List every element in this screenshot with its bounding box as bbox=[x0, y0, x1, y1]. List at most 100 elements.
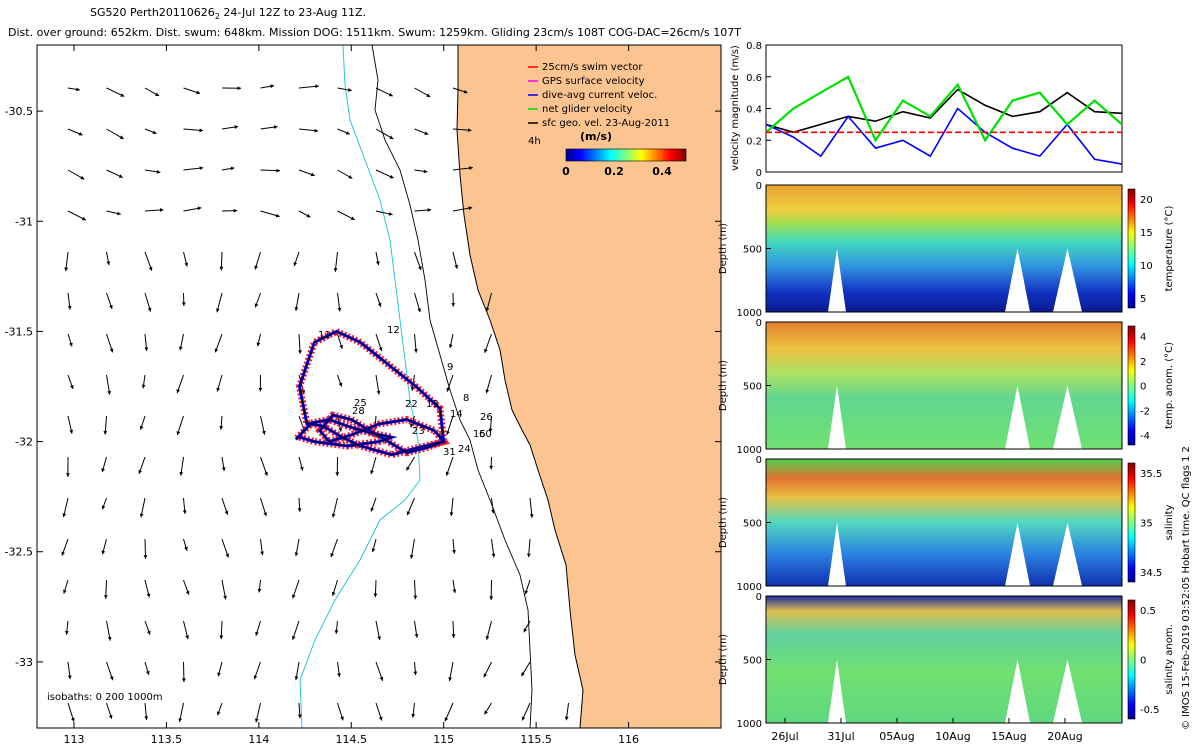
track-label: 24 bbox=[458, 444, 471, 455]
geo-vector-head bbox=[119, 135, 124, 139]
date-tick-label: 05Aug bbox=[879, 730, 914, 743]
geo-vector-head bbox=[485, 389, 490, 394]
track-label: 8 bbox=[463, 393, 469, 404]
colorbar-tick-label: 34.5 bbox=[1140, 568, 1162, 579]
colorbar-label: temp. anom. (°C) bbox=[1164, 342, 1175, 429]
geo-vector-head bbox=[485, 635, 490, 640]
geo-vector-head bbox=[143, 555, 148, 559]
geo-vector-head bbox=[452, 550, 456, 554]
velocity-series-line bbox=[765, 107, 1123, 165]
depth-tick-label: 1000 bbox=[737, 582, 762, 593]
geo-vector-head bbox=[64, 630, 69, 635]
geo-vector-head bbox=[345, 131, 350, 135]
lat-tick-label: -32 bbox=[15, 436, 33, 449]
colorbar-tick-label: 4 bbox=[1140, 332, 1146, 343]
lon-tick-label: 113 bbox=[63, 733, 84, 746]
geo-vector-head bbox=[147, 307, 152, 312]
depth-tick-label: 0 bbox=[756, 455, 762, 466]
geo-vector-head bbox=[217, 672, 221, 677]
geo-vector-head bbox=[181, 678, 186, 682]
geo-vector-head bbox=[101, 505, 106, 510]
lat-tick-label: -32.5 bbox=[5, 546, 33, 559]
geo-vector-head bbox=[109, 348, 114, 353]
geo-vector-head bbox=[489, 465, 494, 470]
depth-tick-label: 0 bbox=[756, 318, 762, 329]
geo-vector-head bbox=[446, 430, 450, 435]
geo-vector-head bbox=[446, 387, 451, 392]
land-area bbox=[457, 45, 721, 728]
geo-vector-head bbox=[469, 166, 473, 170]
track-label: 14 bbox=[450, 409, 463, 420]
geo-vector-head bbox=[146, 630, 151, 635]
geo-vector-head bbox=[106, 261, 111, 266]
section-bottom-gap bbox=[828, 248, 846, 312]
geo-vector-head bbox=[294, 307, 299, 311]
geo-vector-head bbox=[294, 552, 299, 557]
geo-vector-head bbox=[297, 508, 302, 512]
geo-vector-head bbox=[65, 473, 70, 477]
velocity-ytick-label: 0.6 bbox=[746, 73, 762, 84]
velocity-series-line bbox=[765, 75, 1123, 143]
lon-tick-label: 115 bbox=[433, 733, 454, 746]
geo-vector-head bbox=[216, 308, 220, 313]
geo-vector-head bbox=[417, 308, 422, 313]
section-bottom-gap bbox=[1005, 659, 1030, 723]
colorbar-tick-label: -2 bbox=[1140, 406, 1150, 417]
geo-vector-head bbox=[418, 266, 422, 271]
geo-vector-head bbox=[523, 628, 528, 633]
track-label: 22 bbox=[405, 399, 418, 410]
geo-vector-head bbox=[148, 266, 153, 271]
geo-vector-head bbox=[234, 125, 239, 129]
geo-vector-head bbox=[299, 466, 304, 471]
legend-label: net glider velocity bbox=[542, 104, 632, 115]
track-label: 15 bbox=[473, 429, 486, 440]
geo-vector-head bbox=[275, 213, 280, 218]
colorbar-tick-label: -0.5 bbox=[1140, 705, 1160, 716]
geo-vector-head bbox=[389, 135, 394, 139]
track-label: 9 bbox=[447, 362, 453, 373]
section-bottom-gap bbox=[828, 522, 846, 586]
geo-vector-head bbox=[81, 216, 86, 221]
depth-tick-label: 1000 bbox=[737, 445, 762, 456]
geo-vector-head bbox=[340, 716, 344, 721]
geo-vector-head bbox=[337, 307, 342, 312]
credit-text: © IMOS 15-Feb-2019 03:52:05 Hobart time.… bbox=[1181, 446, 1192, 730]
section-bottom-gap bbox=[828, 385, 846, 449]
geo-vector-head bbox=[467, 128, 472, 133]
depth-axis-label: Depth (m) bbox=[718, 360, 729, 411]
geo-vector-head bbox=[521, 716, 526, 721]
isobath-1000 bbox=[299, 44, 421, 729]
section-colorbar bbox=[1127, 599, 1136, 720]
geo-vector-head bbox=[413, 595, 418, 600]
lon-tick-label: 114 bbox=[248, 733, 269, 746]
lat-tick-label: -33 bbox=[15, 656, 33, 669]
lat-tick-label: -30.5 bbox=[5, 105, 33, 118]
track-line bbox=[295, 330, 445, 456]
section-temp_anom: 0 500 1000 Depth (m) -4 -2 0 2 4 temp. anom. (°C) bbox=[718, 318, 1175, 456]
colorbar-label: temperature (°C) bbox=[1164, 205, 1175, 291]
colorbar-label: salinity anom. bbox=[1164, 624, 1175, 695]
geo-vector-head bbox=[335, 472, 340, 476]
geo-vector-head bbox=[370, 507, 375, 512]
geo-vector-head bbox=[120, 93, 125, 97]
depth-tick-label: 1000 bbox=[737, 308, 762, 319]
isobath-200 bbox=[371, 44, 533, 729]
geo-vector-head bbox=[107, 390, 112, 395]
geo-vector-head bbox=[184, 546, 188, 551]
depth-axis-label: Depth (m) bbox=[718, 634, 729, 685]
map-axes: 113 113.5 114 114.5 115 115.5 116 -30.5 -31 -31.5… bbox=[5, 45, 721, 746]
geo-vector-head bbox=[214, 348, 219, 353]
geo-vector-head bbox=[76, 87, 80, 92]
geo-vector-head bbox=[451, 303, 456, 307]
geo-vector-head bbox=[61, 551, 66, 556]
legend-label: 25cm/s swim vector bbox=[542, 62, 643, 73]
geo-vector-head bbox=[294, 676, 299, 681]
geo-vector-head bbox=[63, 589, 67, 594]
isobaths-label: isobaths: 0 200 1000m bbox=[47, 692, 163, 703]
geo-vector-head bbox=[184, 262, 189, 267]
geo-vector-head bbox=[333, 268, 338, 272]
geo-vector-head bbox=[427, 208, 432, 212]
geo-vector-head bbox=[223, 595, 227, 600]
geo-vector-head bbox=[156, 169, 161, 174]
section-bottom-gap bbox=[1053, 659, 1082, 723]
